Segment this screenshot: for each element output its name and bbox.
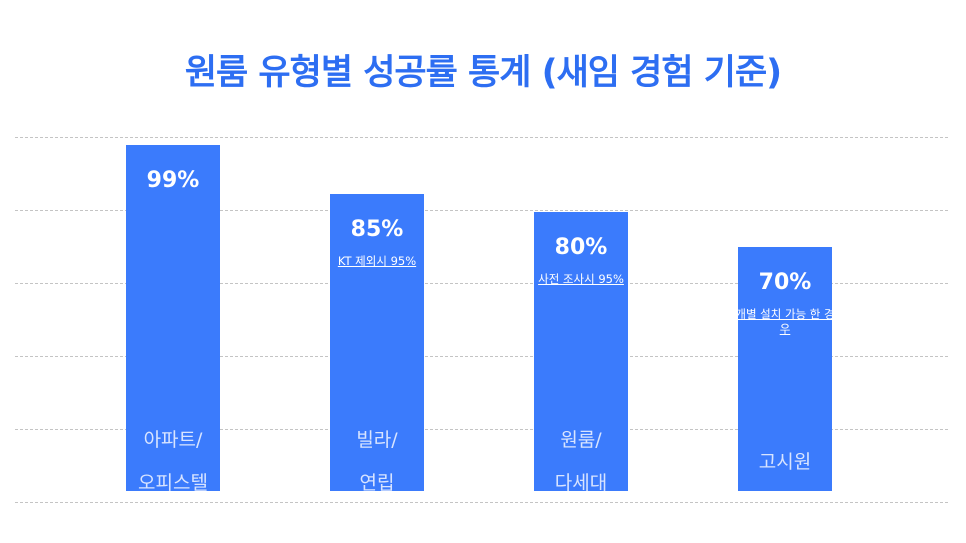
bar-note: 사전 조사시 95% — [538, 271, 624, 286]
category-label: 원룸/ 다세대 — [554, 429, 608, 494]
value-label: 85% — [350, 217, 404, 243]
bar-note: 개별 설치 가능 한 경우 — [735, 306, 835, 336]
grid-line — [15, 283, 948, 284]
grid-line — [15, 502, 948, 503]
category-label: 아파트/ 오피스텔 — [138, 429, 208, 494]
grid-line — [15, 429, 948, 430]
value-label: 80% — [554, 234, 608, 260]
bar-note: KT 제외시 95% — [337, 254, 417, 269]
grid-line — [15, 137, 948, 138]
category-label: 고시원 — [758, 450, 812, 473]
value-label: 99% — [146, 168, 200, 194]
bar — [330, 194, 424, 491]
grid-line — [15, 210, 948, 211]
value-label: 70% — [758, 269, 812, 295]
category-label: 빌라/ 연립 — [356, 429, 398, 494]
bar — [534, 211, 628, 491]
bar — [126, 145, 220, 491]
bar — [738, 246, 832, 491]
grid-line — [15, 356, 948, 357]
chart-title: 원룸 유형별 성공률 통계 (새임 경험 기준) — [184, 53, 782, 93]
